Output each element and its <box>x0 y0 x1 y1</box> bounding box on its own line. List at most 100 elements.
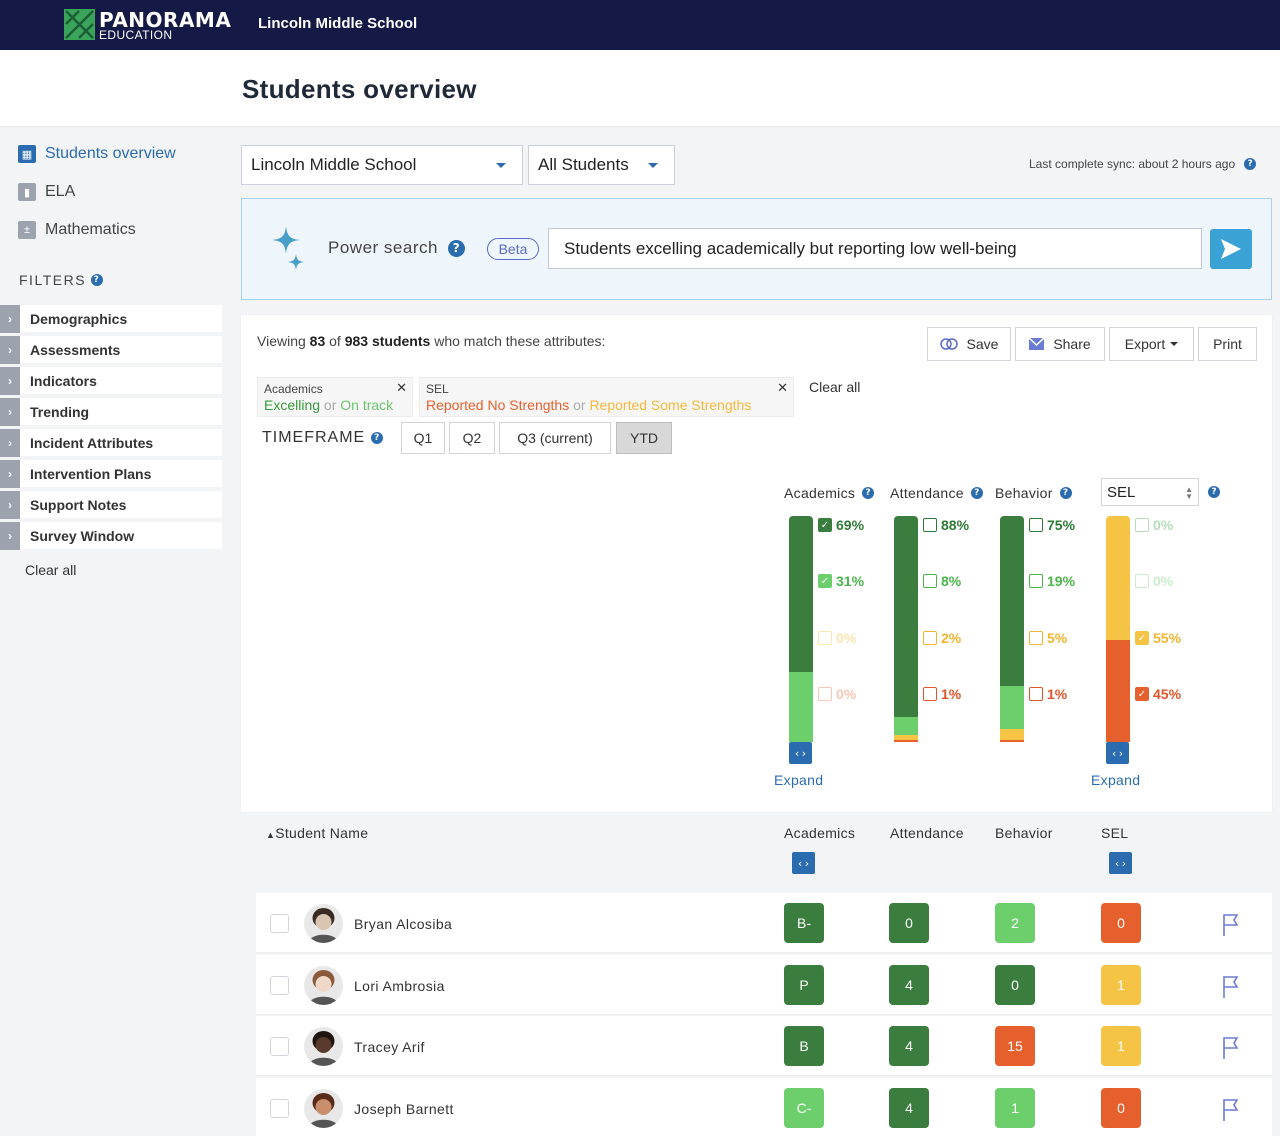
segment-label[interactable]: 2% <box>923 630 961 646</box>
table-row[interactable]: Bryan Alcosiba B- 0 2 0 <box>256 893 1272 953</box>
checkbox-checked-icon[interactable]: ✓ <box>818 574 832 588</box>
filter-chip-academics[interactable]: Academics ✕ Excelling or On track <box>257 377 413 417</box>
help-icon[interactable]: ? <box>970 487 983 499</box>
checkbox-checked-icon[interactable]: ✓ <box>1135 687 1149 701</box>
bar-segment[interactable] <box>894 740 918 742</box>
group-select[interactable]: All Students <box>528 145 675 185</box>
segment-label[interactable]: 1% <box>923 686 961 702</box>
school-select[interactable]: Lincoln Middle School <box>241 145 523 185</box>
sel-badge[interactable]: 1 <box>1101 1026 1141 1066</box>
panorama-logo[interactable]: PANORAMA EDUCATION <box>64 8 234 42</box>
filter-support-notes[interactable]: › Support Notes <box>0 490 222 519</box>
checkbox-checked-icon[interactable]: ✓ <box>818 518 832 532</box>
filter-indicators[interactable]: › Indicators <box>0 366 222 395</box>
segment-label[interactable]: 0% <box>818 630 856 646</box>
filter-chip-sel[interactable]: SEL ✕ Reported No Strengths or Reported … <box>419 377 794 417</box>
help-icon[interactable]: ? <box>371 432 384 444</box>
checkbox-icon[interactable] <box>818 631 832 645</box>
academics-badge[interactable]: B- <box>784 903 824 943</box>
segment-label[interactable]: ✓ 55% <box>1135 630 1181 646</box>
checkbox-icon[interactable] <box>1029 574 1043 588</box>
help-icon[interactable]: ? <box>862 487 875 499</box>
filter-survey-window[interactable]: › Survey Window <box>0 521 222 550</box>
checkbox-icon[interactable] <box>923 574 937 588</box>
segment-label[interactable]: ✓ 31% <box>818 573 864 589</box>
filter-demographics[interactable]: › Demographics <box>0 304 222 333</box>
segment-label[interactable]: 75% <box>1029 517 1075 533</box>
export-button[interactable]: Export <box>1109 327 1194 361</box>
filter-incident-attributes[interactable]: › Incident Attributes <box>0 428 222 457</box>
segment-label[interactable]: 19% <box>1029 573 1075 589</box>
behavior-badge[interactable]: 15 <box>995 1026 1035 1066</box>
share-button[interactable]: Share <box>1015 327 1105 361</box>
expand-sel-link[interactable]: Expand <box>1091 772 1141 788</box>
row-checkbox[interactable] <box>270 1037 289 1056</box>
segment-label[interactable]: ✓ 45% <box>1135 686 1181 702</box>
bar-segment[interactable] <box>894 717 918 735</box>
help-icon[interactable]: ? <box>447 239 465 257</box>
student-name[interactable]: Joseph Barnett <box>354 1100 454 1117</box>
table-row[interactable]: Tracey Arif B 4 15 1 <box>256 1016 1272 1076</box>
segment-label[interactable]: ✓ 69% <box>818 517 864 533</box>
row-checkbox[interactable] <box>270 914 289 933</box>
flag-icon[interactable] <box>1222 1036 1240 1060</box>
close-icon[interactable]: ✕ <box>777 380 788 395</box>
student-name[interactable]: Bryan Alcosiba <box>354 916 453 932</box>
nav-mathematics[interactable]: ± Mathematics <box>18 217 136 243</box>
th-academics[interactable]: Academics <box>784 825 856 841</box>
checkbox-icon[interactable] <box>1029 687 1043 701</box>
nav-ela[interactable]: ▮ ELA <box>18 179 75 205</box>
checkbox-checked-icon[interactable]: ✓ <box>1135 631 1149 645</box>
checkbox-icon[interactable] <box>1029 631 1043 645</box>
behavior-badge[interactable]: 0 <box>995 964 1035 1005</box>
row-checkbox[interactable] <box>270 975 289 995</box>
th-sel[interactable]: SEL <box>1101 825 1129 841</box>
bar-segment[interactable] <box>789 516 813 672</box>
expand-academics-icon[interactable]: ‹› <box>789 742 812 764</box>
save-button[interactable]: Save <box>927 327 1011 361</box>
timeframe-q1[interactable]: Q1 <box>401 422 445 454</box>
filter-intervention-plans[interactable]: › Intervention Plans <box>0 459 222 488</box>
flag-icon[interactable] <box>1222 975 1240 999</box>
checkbox-icon[interactable] <box>1029 518 1043 532</box>
segment-label[interactable]: 0% <box>1135 517 1173 533</box>
sel-column-select[interactable]: SEL ▲ ▼ <box>1101 478 1199 506</box>
academics-badge[interactable]: B <box>784 1026 824 1066</box>
sel-badge[interactable]: 1 <box>1101 964 1141 1005</box>
timeframe-ytd[interactable]: YTD <box>616 422 672 454</box>
sidebar-clear-all[interactable]: Clear all <box>25 562 77 578</box>
expand-sel-table-icon[interactable]: ‹› <box>1109 852 1132 874</box>
student-name[interactable]: Lori Ambrosia <box>354 977 445 994</box>
flag-icon[interactable] <box>1222 913 1240 937</box>
help-icon[interactable]: ? <box>1208 486 1220 498</box>
student-name[interactable]: Tracey Arif <box>354 1039 425 1055</box>
segment-label[interactable]: 88% <box>923 517 969 533</box>
th-behavior[interactable]: Behavior <box>995 825 1053 841</box>
flag-icon[interactable] <box>1222 1098 1240 1122</box>
bar-segment[interactable] <box>1106 516 1130 640</box>
segment-label[interactable]: 5% <box>1029 630 1067 646</box>
checkbox-icon[interactable] <box>923 687 937 701</box>
help-icon[interactable]: ? <box>1244 158 1257 170</box>
clear-all-chips[interactable]: Clear all <box>809 379 861 395</box>
bar-segment[interactable] <box>1000 740 1024 742</box>
expand-academics-table-icon[interactable]: ‹› <box>792 852 815 874</box>
row-checkbox[interactable] <box>270 1098 289 1118</box>
attendance-badge[interactable]: 4 <box>889 1087 929 1128</box>
table-row[interactable]: Joseph Barnett C- 4 1 0 <box>256 1077 1272 1136</box>
expand-sel-icon[interactable]: ‹› <box>1106 742 1129 764</box>
bar-segment[interactable] <box>894 735 918 740</box>
power-search-submit-button[interactable] <box>1210 229 1252 269</box>
attendance-badge[interactable]: 4 <box>889 1026 929 1066</box>
checkbox-icon[interactable] <box>923 518 937 532</box>
sel-badge[interactable]: 0 <box>1101 1087 1141 1128</box>
segment-label[interactable]: 1% <box>1029 686 1067 702</box>
filter-trending[interactable]: › Trending <box>0 397 222 426</box>
expand-academics-link[interactable]: Expand <box>774 772 824 788</box>
nav-students-overview[interactable]: ▦ Students overview <box>18 141 176 167</box>
checkbox-icon[interactable] <box>1135 574 1149 588</box>
close-icon[interactable]: ✕ <box>396 380 407 395</box>
filter-assessments[interactable]: › Assessments <box>0 335 222 364</box>
help-icon[interactable]: ? <box>1059 487 1072 499</box>
bar-segment[interactable] <box>894 516 918 717</box>
